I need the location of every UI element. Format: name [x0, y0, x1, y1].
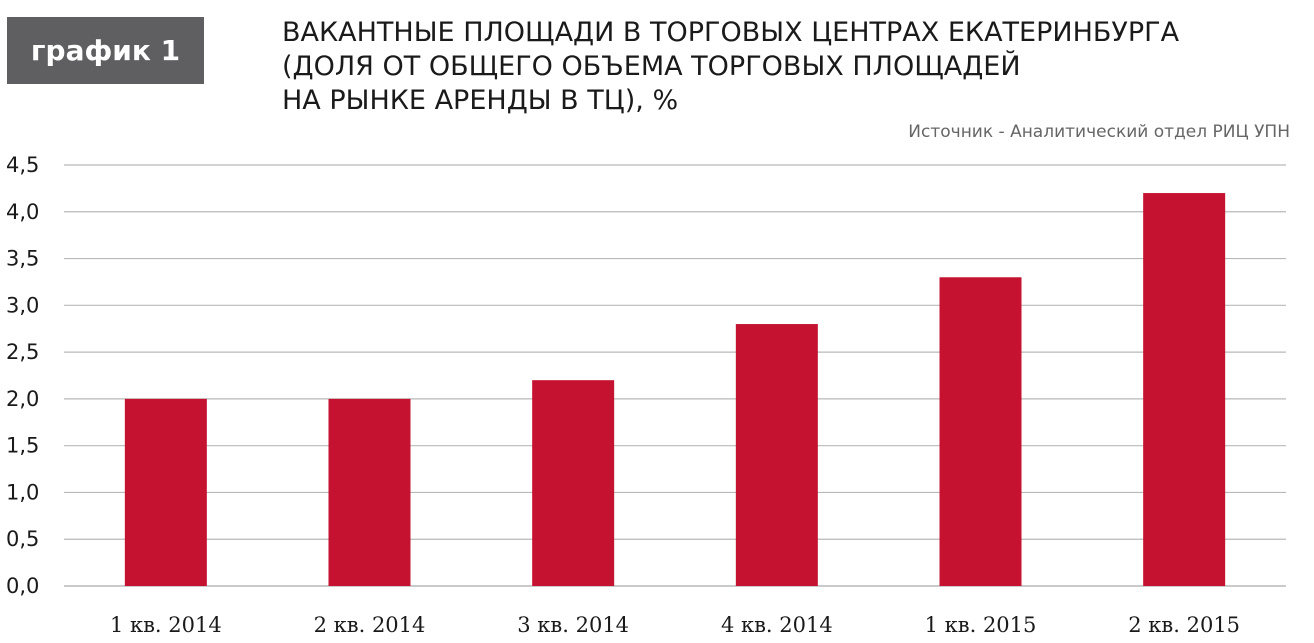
- x-tick-label: 1 кв. 2015: [925, 613, 1037, 637]
- bar: [735, 324, 818, 586]
- chart-title-line-2: (ДОЛЯ ОТ ОБЩЕГО ОБЪЕМА ТОРГОВЫХ ПЛОЩАДЕЙ: [282, 51, 1021, 82]
- x-tick-label: 1 кв. 2014: [110, 613, 222, 637]
- y-tick-label: 4,5: [6, 153, 39, 177]
- bar: [328, 398, 411, 586]
- chart-number-badge: график 1: [7, 17, 204, 84]
- y-tick-label: 2,0: [6, 387, 39, 411]
- bar: [124, 398, 207, 586]
- chart-title-line-3: НА РЫНКЕ АРЕНДЫ В ТЦ), %: [282, 85, 679, 116]
- chart-title-line-1: ВАКАНТНЫЕ ПЛОЩАДИ В ТОРГОВЫХ ЦЕНТРАХ ЕКА…: [282, 17, 1180, 48]
- chart-title: ВАКАНТНЫЕ ПЛОЩАДИ В ТОРГОВЫХ ЦЕНТРАХ ЕКА…: [282, 16, 1179, 118]
- x-tick-label: 2 кв. 2014: [314, 613, 426, 637]
- y-tick-label: 0,0: [6, 574, 39, 598]
- bar: [1143, 193, 1226, 587]
- x-tick-label: 4 кв. 2014: [721, 613, 833, 637]
- x-tick-label: 3 кв. 2014: [517, 613, 629, 637]
- y-tick-label: 0,5: [6, 527, 39, 551]
- bar: [939, 277, 1022, 586]
- y-tick-label: 4,0: [6, 200, 39, 224]
- y-tick-label: 3,5: [6, 247, 39, 271]
- y-tick-label: 1,0: [6, 480, 39, 504]
- y-tick-label: 1,5: [6, 434, 39, 458]
- y-tick-label: 3,0: [6, 293, 39, 317]
- y-tick-label: 2,5: [6, 340, 39, 364]
- bar: [532, 380, 615, 586]
- x-tick-label: 2 кв. 2015: [1128, 613, 1240, 637]
- source-note: Источник - Аналитический отдел РИЦ УПН: [908, 122, 1290, 142]
